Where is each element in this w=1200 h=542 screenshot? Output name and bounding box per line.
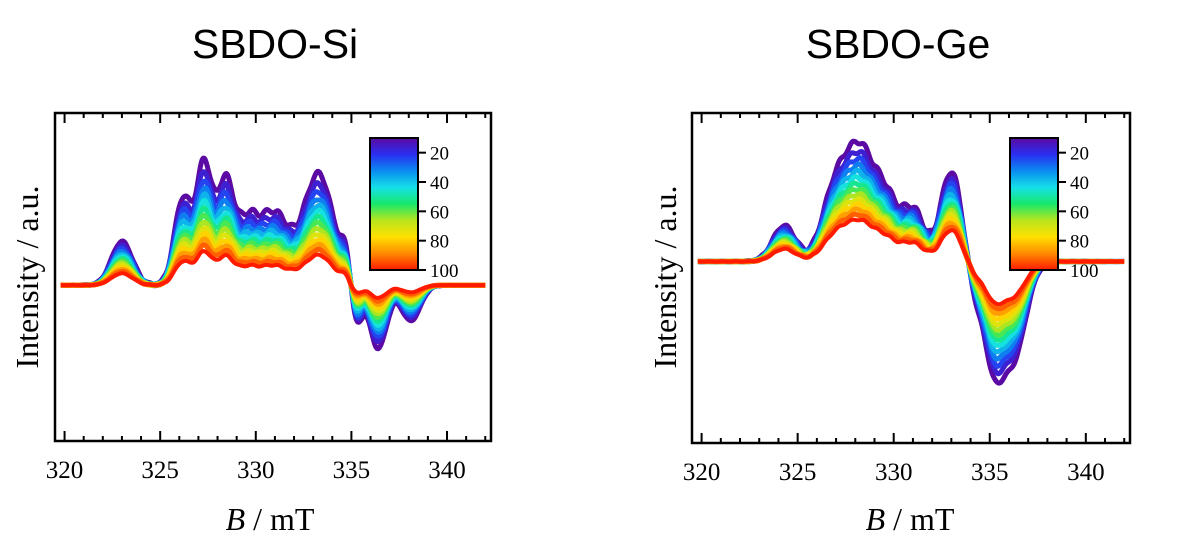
colorbar-tick-label: 100 [430,261,459,282]
colorbar-tick-label: 20 [430,144,449,165]
colorbar-tick-label: 40 [430,173,449,194]
plot-frame [53,111,493,443]
x-axis-label: B / mT [866,501,955,537]
colorbar-tick-label: 20 [1070,144,1089,165]
chart-panel-si: SBDO-Si 320 325 330 335 340 20 40 60 80 100 Inte… [9,21,493,537]
colorbar-tick-label: 60 [1070,202,1089,223]
colorbar-tick-label: 80 [430,232,449,253]
x-axis-variable: B [866,501,886,537]
x-tick-label: 325 [141,457,179,484]
x-tick-label: 325 [779,459,817,486]
plot-area [59,155,487,352]
colorbar-tick-label: 80 [1070,232,1089,253]
colorbar: 20 40 60 80 100 [1009,137,1099,282]
x-tick-label: 330 [237,457,275,484]
x-tick-label: 335 [971,459,1009,486]
plot-frame [690,111,1132,445]
colorbar-gradient [1009,137,1059,271]
y-axis-label: Intensity / a.u. [647,185,683,368]
chart-panel-ge: SBDO-Ge 320 325 330 335 340 20 40 60 80 100 Inte… [647,21,1132,537]
plot-area [696,138,1126,386]
x-axis-variable: B [226,501,246,537]
colorbar-tick-label: 100 [1070,261,1099,282]
x-tick-label: 335 [333,457,371,484]
x-axis-ticks: 320 325 330 335 340 [683,113,1126,486]
colorbar-tick-label: 60 [430,202,449,223]
x-axis-label: B / mT [226,501,315,537]
x-tick-label: 340 [1067,459,1105,486]
colorbar-gradient [369,137,419,271]
x-axis-ticks: 320 325 330 335 340 [46,113,487,484]
colorbar: 20 40 60 80 100 [369,137,459,282]
series-line [59,249,487,300]
y-axis-label: Intensity / a.u. [9,185,45,368]
x-tick-label: 320 [683,459,721,486]
colorbar-tick-label: 40 [1070,173,1089,194]
x-tick-label: 340 [428,457,466,484]
x-axis-unit: / mT [245,501,315,537]
x-axis-unit: / mT [885,501,955,537]
x-tick-label: 330 [875,459,913,486]
chart-title: SBDO-Si [192,21,358,67]
x-tick-label: 320 [46,457,84,484]
chart-title: SBDO-Ge [806,21,991,67]
